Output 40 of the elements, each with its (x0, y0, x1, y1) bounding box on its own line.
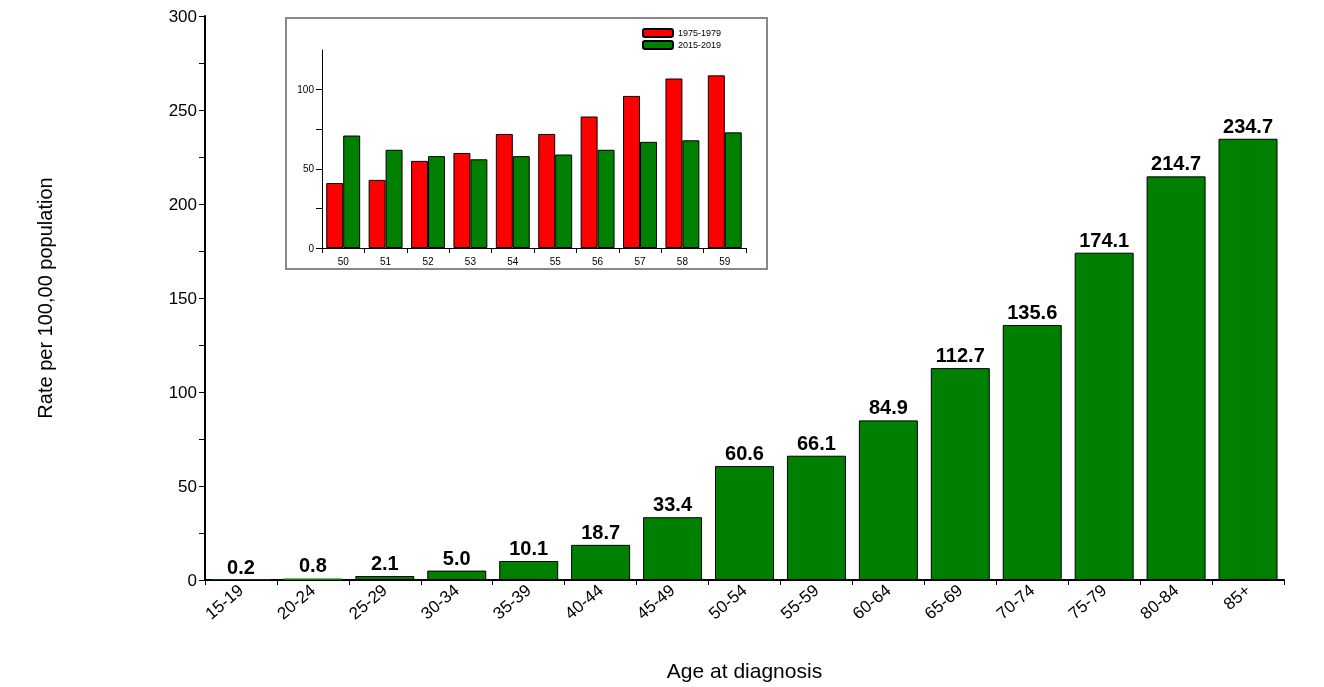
y-tick-label: 100 (168, 382, 197, 402)
data-label: 60.6 (725, 442, 764, 465)
y-axis-title: Rate per 100,00 population (34, 177, 56, 419)
y-tick-label: 200 (168, 194, 197, 214)
y-tick-label: 50 (178, 476, 197, 496)
y-tick-label: 50 (302, 163, 315, 175)
data-label: 135.6 (1007, 301, 1058, 324)
data-label: 33.4 (653, 493, 693, 516)
x-tick-label: 56 (592, 255, 604, 267)
data-label: 112.7 (935, 344, 985, 367)
x-tick-label: 58 (676, 255, 689, 267)
data-label: 214.7 (1151, 152, 1202, 175)
y-tick-label: 0 (308, 242, 315, 254)
data-label: 0.2 (227, 555, 255, 578)
y-tick-label: 300 (168, 6, 197, 26)
data-label: 234.7 (1223, 114, 1274, 137)
x-tick-label: 50 (337, 255, 350, 267)
x-tick-label: 51 (380, 255, 392, 267)
x-tick-label: 52 (422, 255, 434, 267)
legend-label: 2015-2019 (677, 40, 722, 50)
x-tick-label: 54 (507, 255, 519, 267)
data-label: 66.1 (796, 431, 836, 454)
x-tick-label: 55 (549, 255, 562, 267)
legend-label: 1975-1979 (677, 28, 722, 38)
x-axis-title: Age at diagnosis (666, 659, 823, 682)
data-label: 84.9 (868, 396, 908, 419)
x-tick-label: 53 (464, 255, 477, 267)
x-tick-label: 85+ (1219, 580, 1255, 614)
data-label: 174.1 (1079, 228, 1130, 251)
y-tick-label: 150 (168, 288, 197, 308)
y-tick-label: 0 (187, 570, 197, 590)
data-label: 0.8 (298, 554, 327, 577)
y-tick-label: 100 (297, 84, 315, 96)
data-label: 10.1 (509, 537, 549, 560)
x-tick-label: 57 (634, 255, 646, 267)
x-tick-label: 59 (719, 255, 731, 267)
data-label: 5.0 (442, 546, 471, 569)
y-tick-label: 250 (168, 100, 197, 120)
data-label: 18.7 (581, 520, 621, 543)
data-label: 2.1 (370, 552, 399, 575)
